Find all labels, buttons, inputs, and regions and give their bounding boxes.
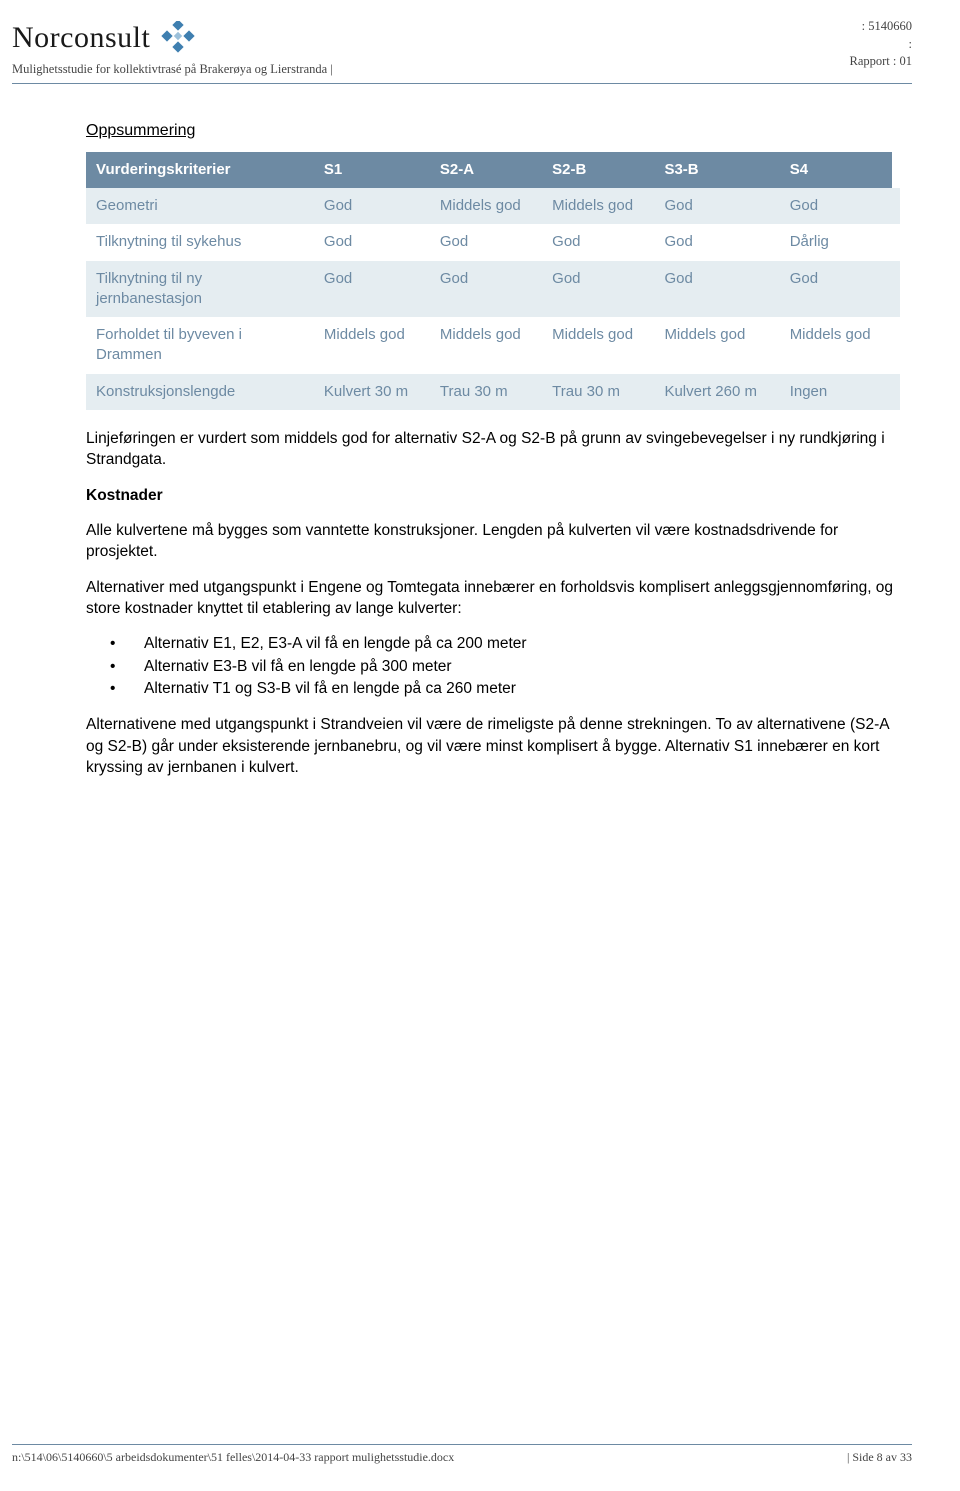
col-header: S2-A [430, 152, 542, 188]
list-item: Alternativ E3-B vil få en lengde på 300 … [86, 657, 900, 678]
bullet-list: Alternativ E1, E2, E3-A vil få en lengde… [86, 634, 900, 701]
col-header: S4 [780, 152, 892, 188]
cell: Kulvert 30 m [314, 374, 430, 410]
cell-gap [892, 188, 900, 224]
logo-icon [160, 21, 196, 55]
cell: Middels god [430, 188, 542, 224]
cell: God [780, 261, 892, 318]
cell-gap [892, 374, 900, 410]
col-header: Vurderingskriterier [86, 152, 314, 188]
doc-id: : 5140660 [850, 18, 913, 36]
cell: Middels god [430, 317, 542, 374]
table-row: Konstruksjonslengde Kulvert 30 m Trau 30… [86, 374, 900, 410]
cell: Trau 30 m [430, 374, 542, 410]
cell: Ingen [780, 374, 892, 410]
col-header: S2-B [542, 152, 654, 188]
col-gap [892, 152, 900, 188]
cell: God [430, 261, 542, 318]
paragraph: Alternativer med utgangspunkt i Engene o… [86, 577, 900, 620]
table-row: Tilknytning til ny jernbanestasjon God G… [86, 261, 900, 318]
footer-path: n:\514\06\5140660\5 arbeidsdokumenter\51… [12, 1449, 454, 1465]
logo-text: Norconsult [12, 18, 150, 59]
cell: God [654, 261, 779, 318]
cell: Middels god [314, 317, 430, 374]
table-row: Tilknytning til sykehus God God God God … [86, 224, 900, 260]
footer-page: | Side 8 av 33 [847, 1449, 912, 1465]
cell: Trau 30 m [542, 374, 654, 410]
paragraph: Alternativene med utgangspunkt i Strandv… [86, 714, 900, 778]
cell: God [654, 188, 779, 224]
cell: God [542, 224, 654, 260]
cell: God [314, 188, 430, 224]
header-right: : 5140660 : Rapport : 01 [850, 18, 913, 71]
page-footer: n:\514\06\5140660\5 arbeidsdokumenter\51… [12, 1444, 912, 1465]
criteria-table: Vurderingskriterier S1 S2-A S2-B S3-B S4… [86, 152, 900, 410]
cell-gap [892, 261, 900, 318]
page-header: Norconsult Mulighetsstudie for kollektiv… [0, 0, 960, 77]
cell: God [314, 224, 430, 260]
cell: Middels god [780, 317, 892, 374]
paragraph: Linjeføringen er vurdert som middels god… [86, 428, 900, 471]
section-title: Oppsummering [86, 120, 900, 142]
cell: Tilknytning til sykehus [86, 224, 314, 260]
col-header: S3-B [654, 152, 779, 188]
cell: Geometri [86, 188, 314, 224]
cell: Kulvert 260 m [654, 374, 779, 410]
content: Oppsummering Vurderingskriterier S1 S2-A… [86, 120, 900, 778]
list-item: Alternativ T1 og S3-B vil få en lengde p… [86, 679, 900, 700]
cell: Middels god [654, 317, 779, 374]
list-item: Alternativ E1, E2, E3-A vil få en lengde… [86, 634, 900, 655]
cell-gap [892, 224, 900, 260]
body-text: Linjeføringen er vurdert som middels god… [86, 428, 900, 779]
table-header-row: Vurderingskriterier S1 S2-A S2-B S3-B S4 [86, 152, 900, 188]
paragraph: Alle kulvertene må bygges som vanntette … [86, 520, 900, 563]
cell: God [430, 224, 542, 260]
table-row: Geometri God Middels god Middels god God… [86, 188, 900, 224]
logo: Norconsult [12, 18, 333, 59]
report-no: Rapport : 01 [850, 53, 913, 71]
cell: Forholdet til byveven i Drammen [86, 317, 314, 374]
header-subtitle: Mulighetsstudie for kollektivtrasé på Br… [12, 61, 333, 78]
cell: Middels god [542, 188, 654, 224]
cell: God [780, 188, 892, 224]
header-left: Norconsult Mulighetsstudie for kollektiv… [12, 18, 333, 77]
cell-gap [892, 317, 900, 374]
cell: God [542, 261, 654, 318]
table-row: Forholdet til byveven i Drammen Middels … [86, 317, 900, 374]
col-header: S1 [314, 152, 430, 188]
footer-rule [12, 1444, 912, 1445]
cell: Dårlig [780, 224, 892, 260]
cell: Konstruksjonslengde [86, 374, 314, 410]
subheading-kostnader: Kostnader [86, 485, 900, 506]
cell: God [314, 261, 430, 318]
header-rule [12, 83, 912, 84]
doc-sep: : [850, 36, 913, 54]
cell: Middels god [542, 317, 654, 374]
cell: God [654, 224, 779, 260]
cell: Tilknytning til ny jernbanestasjon [86, 261, 314, 318]
